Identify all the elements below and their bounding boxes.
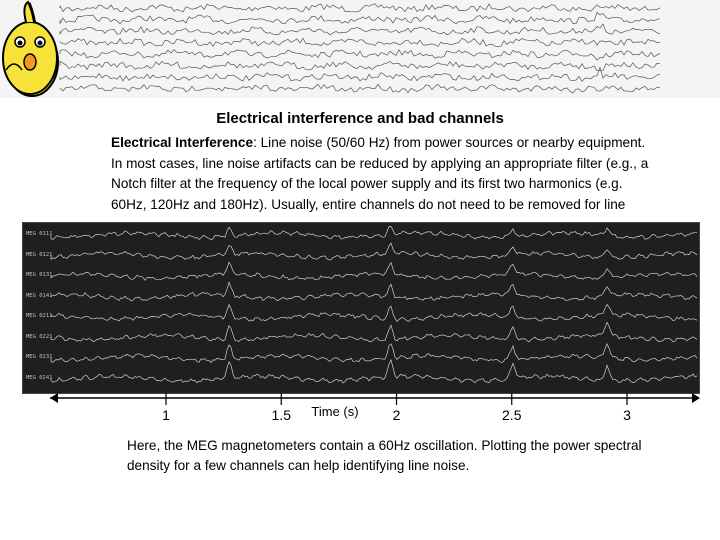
meg-channel-trace xyxy=(50,321,698,343)
tick-label: 1.5 xyxy=(271,407,291,423)
channel-label: MEG 0111 xyxy=(26,231,53,237)
meg-channel-trace xyxy=(50,303,698,322)
banner-trace xyxy=(59,66,661,82)
meg-channel-trace xyxy=(50,242,698,261)
channel-label: MEG 0141 xyxy=(26,292,53,299)
banner-trace xyxy=(59,37,661,47)
banner-trace xyxy=(59,48,661,61)
axis-arrow-left xyxy=(50,393,58,403)
meg-channel-trace xyxy=(50,226,698,240)
channel-label: MEG 0221 xyxy=(26,333,53,340)
x-axis-label: Time (s) xyxy=(311,404,359,419)
banner-trace xyxy=(59,23,661,36)
tick-label: 2 xyxy=(392,407,401,423)
slide-title: Electrical interference and bad channels xyxy=(216,110,504,127)
channel-label: MEG 0241 xyxy=(26,374,53,381)
intro-term: Electrical Interference xyxy=(111,135,254,150)
axis-arrow-right xyxy=(692,393,700,403)
tick-label: 2.5 xyxy=(502,407,522,423)
meg-channel-trace xyxy=(50,343,698,364)
tick-label: 3 xyxy=(623,407,631,423)
meg-trace-panel: MEG 0111 MEG 0121 MEG 0131 MEG 0141 MEG 0211… xyxy=(22,222,700,394)
intro-paragraph: Electrical Interference: Line noise (50/… xyxy=(111,133,651,217)
banner-trace xyxy=(59,3,661,13)
channel-label: MEG 0121 xyxy=(26,251,53,258)
meg-channel-trace xyxy=(50,358,698,384)
meg-traces xyxy=(50,226,698,384)
header-banner xyxy=(0,0,720,98)
banner-trace xyxy=(59,11,661,25)
channel-label: MEG 0131 xyxy=(26,272,53,278)
tick-label: 1 xyxy=(162,407,170,423)
surprised-chick-mascot-icon xyxy=(2,0,58,95)
banner-eeg-traces xyxy=(59,3,661,94)
time-axis xyxy=(50,393,700,405)
meg-channel-trace xyxy=(50,281,698,302)
banner-trace xyxy=(59,83,661,94)
banner-trace xyxy=(59,60,661,72)
caption-paragraph: Here, the MEG magnetometers contain a 60… xyxy=(127,438,642,473)
intro-text: : Line noise (50/60 Hz) from power sourc… xyxy=(111,135,649,212)
channel-label: MEG 0211 xyxy=(26,313,53,319)
meg-channel-trace xyxy=(50,261,698,281)
channel-label: MEG 0231 xyxy=(26,354,53,360)
